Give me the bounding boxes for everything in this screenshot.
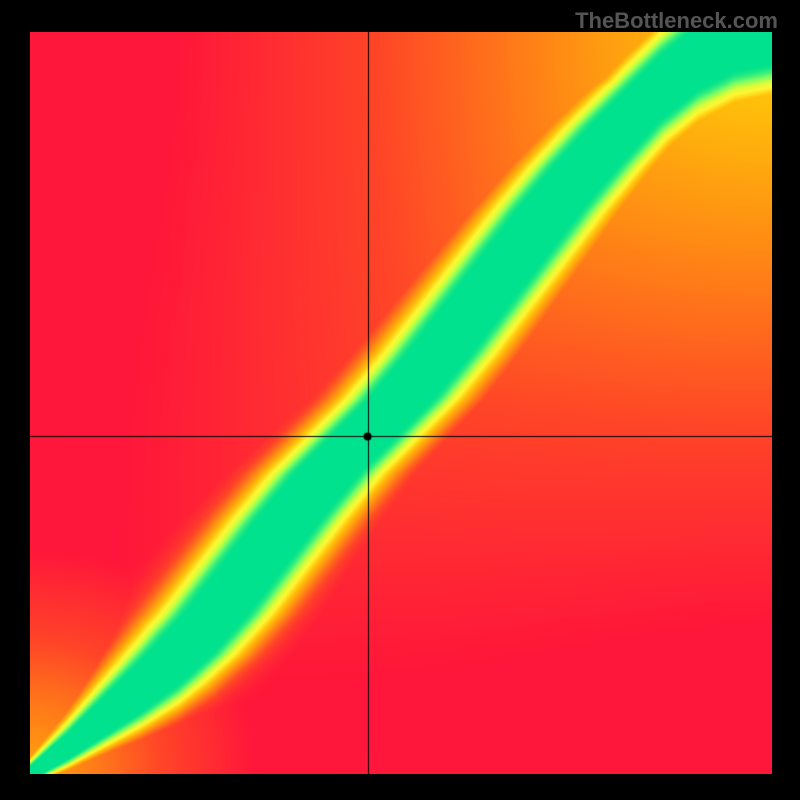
watermark-text: TheBottleneck.com	[575, 8, 778, 34]
chart-container: TheBottleneck.com	[0, 0, 800, 800]
bottleneck-heatmap	[30, 32, 772, 774]
